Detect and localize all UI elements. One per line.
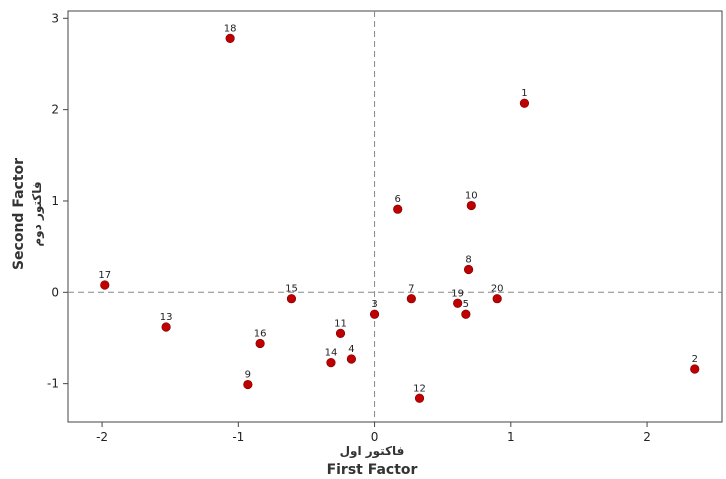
y-axis-ticks: -1 0 1 2 3	[47, 11, 68, 391]
y-tick-label: 3	[51, 11, 59, 25]
data-point-15	[286, 294, 297, 304]
plot-frame	[67, 10, 723, 423]
data-point-14	[326, 358, 336, 368]
data-point-11	[335, 328, 346, 339]
reference-lines	[68, 11, 722, 422]
data-point-label-4: 4	[348, 344, 354, 355]
data-point-12	[414, 393, 425, 403]
x-tick-label: -2	[96, 430, 108, 444]
data-point-10	[466, 200, 476, 211]
data-point-13	[161, 322, 171, 332]
data-point-label-1: 1	[521, 88, 527, 99]
data-point-8	[463, 264, 474, 275]
data-point-label-7: 7	[408, 284, 414, 295]
data-point-1	[519, 98, 530, 108]
data-point-16	[255, 338, 265, 349]
data-point-17	[100, 280, 110, 290]
data-point-19	[453, 298, 463, 308]
data-point-9	[243, 379, 253, 390]
data-point-18	[225, 33, 235, 44]
data-point-label-8: 8	[465, 254, 471, 265]
data-point-label-13: 13	[160, 312, 173, 323]
data-point-label-19: 19	[451, 288, 464, 299]
data-point-label-6: 6	[395, 194, 401, 205]
y-tick-label: 0	[51, 285, 59, 299]
data-point-label-18: 18	[224, 23, 237, 34]
x-axis-title: First Factor	[327, 462, 418, 478]
data-point-7	[406, 294, 416, 304]
data-point-label-15: 15	[285, 284, 298, 295]
data-point-label-20: 20	[491, 284, 504, 295]
data-point-label-3: 3	[371, 299, 377, 310]
x-tick-label: -1	[232, 430, 244, 444]
x-axis-title-persian: فاکتور اول	[340, 444, 405, 459]
data-point-4	[346, 354, 357, 364]
data-point-3	[369, 309, 380, 319]
y-tick-label: -1	[47, 377, 59, 391]
data-point-label-11: 11	[334, 318, 347, 329]
x-tick-label: 0	[371, 430, 379, 444]
y-tick-label: 2	[51, 103, 59, 117]
y-tick-label: 1	[51, 194, 59, 208]
data-point-label-10: 10	[465, 191, 478, 202]
data-point-label-9: 9	[245, 370, 251, 381]
y-axis-title-persian: فاکتور دوم	[30, 181, 45, 246]
data-point-5	[461, 309, 471, 319]
data-point-label-14: 14	[325, 348, 338, 359]
y-axis-title: Second Factor	[11, 158, 27, 270]
data-point-20	[492, 294, 502, 304]
data-point-label-16: 16	[254, 328, 267, 339]
x-tick-label: 1	[507, 430, 515, 444]
data-point-label-5: 5	[463, 299, 469, 310]
data-point-label-12: 12	[413, 383, 426, 394]
x-axis-ticks: -2 -1 0 1 2	[96, 422, 651, 444]
data-point-2	[690, 364, 700, 374]
data-point-label-17: 17	[98, 270, 111, 281]
x-tick-label: 2	[643, 430, 651, 444]
data-point-label-2: 2	[692, 354, 698, 365]
data-point-6	[393, 204, 403, 214]
